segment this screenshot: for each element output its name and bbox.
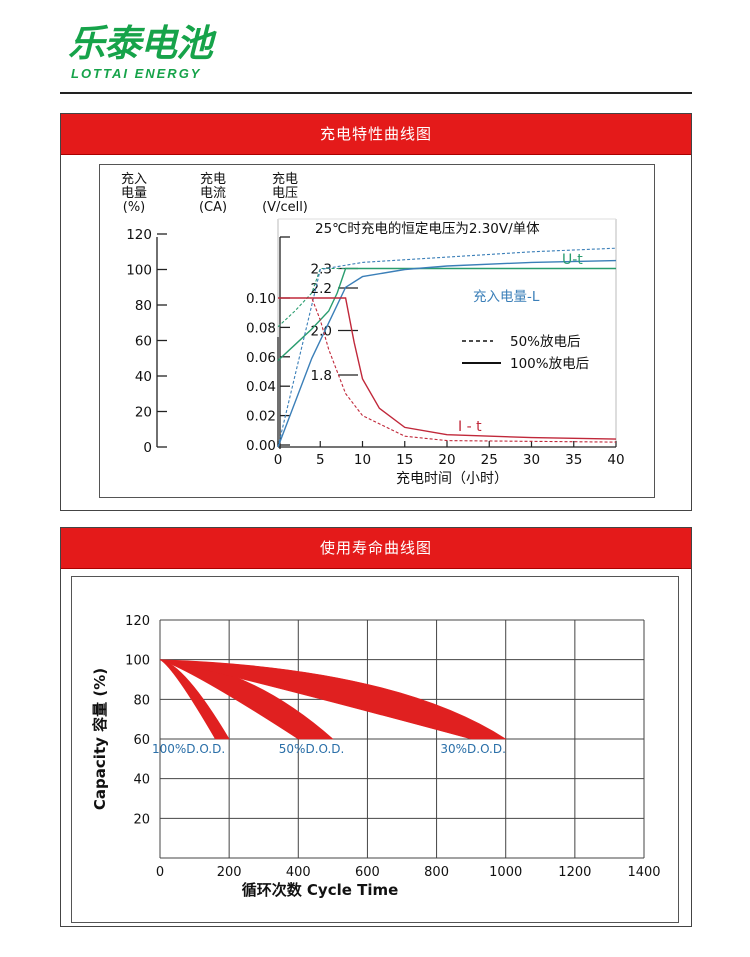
axis-header-capacity: (%) — [123, 200, 146, 215]
y-tick-label: 40 — [133, 773, 150, 788]
series-line-dashed-充入电量-L — [277, 247, 617, 448]
charge-section-title: 充电特性曲线图 — [61, 114, 691, 155]
axis-header-current: 电流 — [200, 186, 226, 201]
x-tick-label: 10 — [354, 452, 371, 468]
life-band-1 — [159, 659, 230, 740]
x-tick-label: 40 — [607, 452, 624, 468]
series-line-dashed-I-t — [278, 297, 617, 443]
axis-header-current: 充电 — [200, 171, 226, 187]
current-tick-label: 0.00 — [246, 438, 276, 454]
axis-header-current: (CA) — [199, 200, 227, 215]
axis-header-capacity: 充入 — [121, 171, 147, 187]
x-tick-label: 1000 — [489, 865, 522, 880]
capacity-tick-label: 20 — [135, 405, 152, 421]
y-tick-label: 120 — [125, 614, 150, 629]
voltage-tick-label: 1.8 — [311, 368, 332, 384]
capacity-tick-label: 80 — [135, 298, 152, 314]
x-tick-label: 35 — [565, 452, 582, 468]
current-tick-label: 0.06 — [246, 350, 276, 366]
life-band-3 — [159, 659, 507, 740]
capacity-tick-label: 100 — [126, 263, 152, 279]
x-tick-label: 400 — [286, 865, 311, 880]
voltage-tick-label: 2.2 — [311, 281, 332, 297]
x-tick-label: 0 — [156, 865, 164, 880]
x-tick-label: 15 — [396, 452, 413, 468]
series-line-dashed-U-t — [277, 267, 616, 328]
series-line-solid-I-t — [278, 297, 617, 440]
capacity-tick-label: 60 — [135, 334, 152, 350]
x-tick-label: 30 — [523, 452, 540, 468]
charge-chart-panel: 充入 电量 (%) 充电 电流 (CA) 充电 电压 (V/cell) 25℃时充电的恒定电压为2… — [99, 164, 655, 498]
x-tick-label: 200 — [217, 865, 242, 880]
axis-header-capacity: 电量 — [121, 186, 147, 201]
axis-header-voltage: 充电 — [272, 171, 298, 187]
x-axis-label: 循环次数 Cycle Time — [242, 881, 399, 899]
charge-chart: 充入电量(%)充电电流(CA)充电电压(V/cell)25℃时充电的恒定电压为2… — [121, 171, 625, 487]
life-chart: 0 200 400 600 800 1000 1200 1400 120 100 80 60 40 20 1… — [91, 614, 661, 899]
capacity-tick-label: 120 — [126, 227, 152, 243]
y-tick-label: 80 — [133, 693, 150, 708]
current-tick-label: 0.08 — [246, 320, 276, 336]
y-tick-label: 20 — [133, 812, 150, 827]
voltage-tick-label: 2.3 — [311, 262, 332, 278]
y-tick-label: 100 — [125, 654, 150, 669]
header-divider — [60, 92, 692, 94]
charge-section: 充电特性曲线图 充入 电量 (%) 充电 电流 (CA) 充电 电压 (V/cell) 25℃时充… — [60, 113, 692, 511]
current-tick-label: 0.10 — [246, 291, 276, 307]
life-band-label: 30%D.O.D. — [440, 742, 506, 756]
capacity-tick-label: 40 — [135, 369, 152, 385]
life-chart-panel: 0 200 400 600 800 1000 1200 1400 120 100 80 60 40 20 1… — [71, 576, 679, 923]
life-band-label: 100%D.O.D. — [152, 742, 225, 756]
x-tick-label: 600 — [355, 865, 380, 880]
current-tick-label: 0.02 — [246, 409, 276, 425]
legend-dashed-label: 50%放电后 — [510, 334, 581, 350]
axis-header-voltage: (V/cell) — [262, 200, 308, 215]
x-tick-label: 1400 — [627, 865, 660, 880]
brand-name-cn: 乐泰电池 — [68, 22, 213, 65]
life-section-title: 使用寿命曲线图 — [61, 528, 691, 569]
series-label-ut: U-t — [562, 252, 583, 268]
x-tick-label: 5 — [316, 452, 325, 468]
x-axis-label: 充电时间（小时） — [396, 471, 508, 487]
x-tick-label: 0 — [274, 452, 283, 468]
y-tick-label: 60 — [133, 733, 150, 748]
life-section: 使用寿命曲线图 0 200 400 600 800 1000 1200 1400 120 100 8… — [60, 527, 692, 927]
capacity-tick-label: 0 — [143, 440, 152, 456]
current-tick-label: 0.04 — [246, 379, 276, 395]
series-line-solid-充入电量-L — [277, 259, 617, 448]
brand-logo: 乐泰电池 LOTTAI ENERGY — [68, 22, 238, 88]
axis-header-voltage: 电压 — [272, 186, 298, 201]
y-axis-label: Capacity 容量 (%) — [91, 668, 109, 810]
series-label-lt: 充入电量-L — [473, 289, 540, 305]
chart-caption: 25℃时充电的恒定电压为2.30V/单体 — [315, 221, 540, 237]
legend-solid-label: 100%放电后 — [510, 356, 589, 372]
brand-name-en: LOTTAI ENERGY — [71, 66, 202, 81]
x-tick-label: 20 — [438, 452, 455, 468]
x-tick-label: 800 — [424, 865, 449, 880]
x-tick-label: 1200 — [558, 865, 591, 880]
series-label-it: I - t — [458, 419, 482, 435]
x-tick-label: 25 — [481, 452, 498, 468]
life-band-label: 50%D.O.D. — [279, 742, 345, 756]
